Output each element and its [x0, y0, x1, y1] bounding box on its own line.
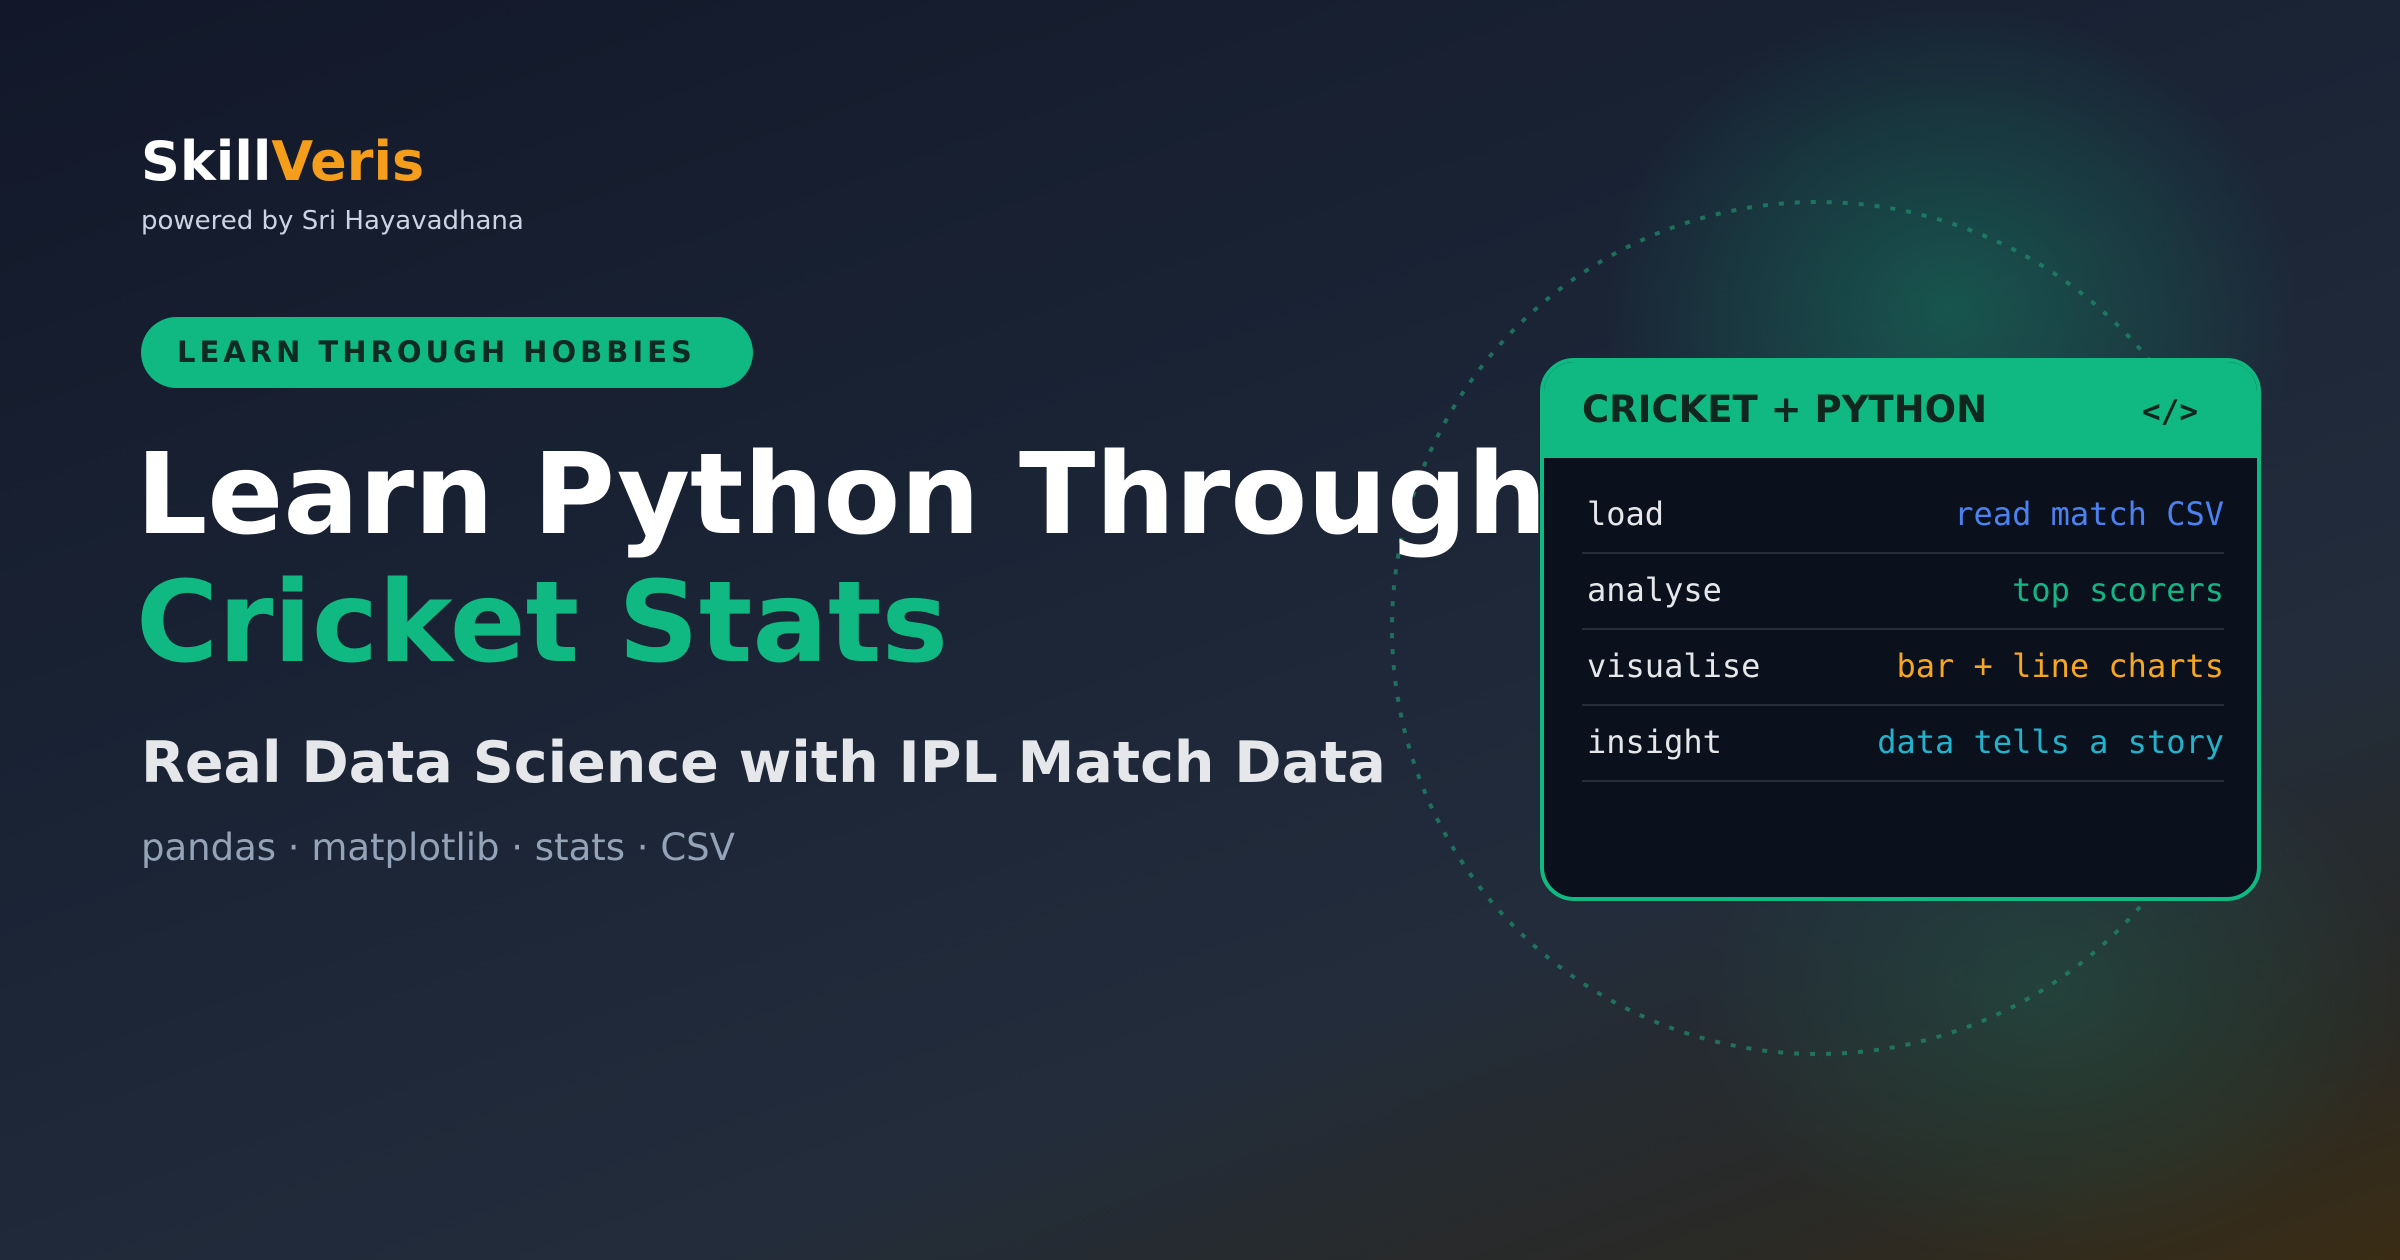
card-title: CRICKET + PYTHON: [1582, 388, 1988, 431]
row-value: data tells a story: [1877, 723, 2224, 761]
row-label: load: [1587, 495, 1665, 533]
row-label: analyse: [1587, 571, 1722, 609]
row-value: top scorers: [2012, 571, 2224, 609]
card-row: load read match CSV: [1582, 476, 2224, 554]
card-row: analyse top scorers: [1582, 552, 2224, 630]
card-header: CRICKET + PYTHON </>: [1544, 362, 2257, 458]
code-card: CRICKET + PYTHON </> load read match CSV a…: [1540, 358, 2261, 901]
row-value: bar + line charts: [1896, 647, 2224, 685]
card-row: insight data tells a story: [1582, 704, 2224, 782]
card-row: visualise bar + line charts: [1582, 628, 2224, 706]
row-label: visualise: [1587, 647, 1761, 685]
tagline: powered by Sri Hayavadhana: [141, 206, 524, 236]
subtitle: Real Data Science with IPL Match Data: [141, 730, 1386, 796]
badge: LEARN THROUGH HOBBIES: [141, 317, 753, 388]
row-label: insight: [1587, 723, 1722, 761]
logo: SkillVeris: [141, 130, 424, 193]
topics: pandas · matplotlib · stats · CSV: [141, 826, 735, 869]
heading-accent: Cricket Stats: [136, 558, 949, 688]
row-value: read match CSV: [1954, 495, 2224, 533]
heading: Learn Python Through: [136, 430, 1547, 560]
logo-text: Skill: [141, 130, 272, 193]
code-icon: </>: [2142, 394, 2198, 430]
logo-text-accent: Veris: [271, 130, 425, 193]
